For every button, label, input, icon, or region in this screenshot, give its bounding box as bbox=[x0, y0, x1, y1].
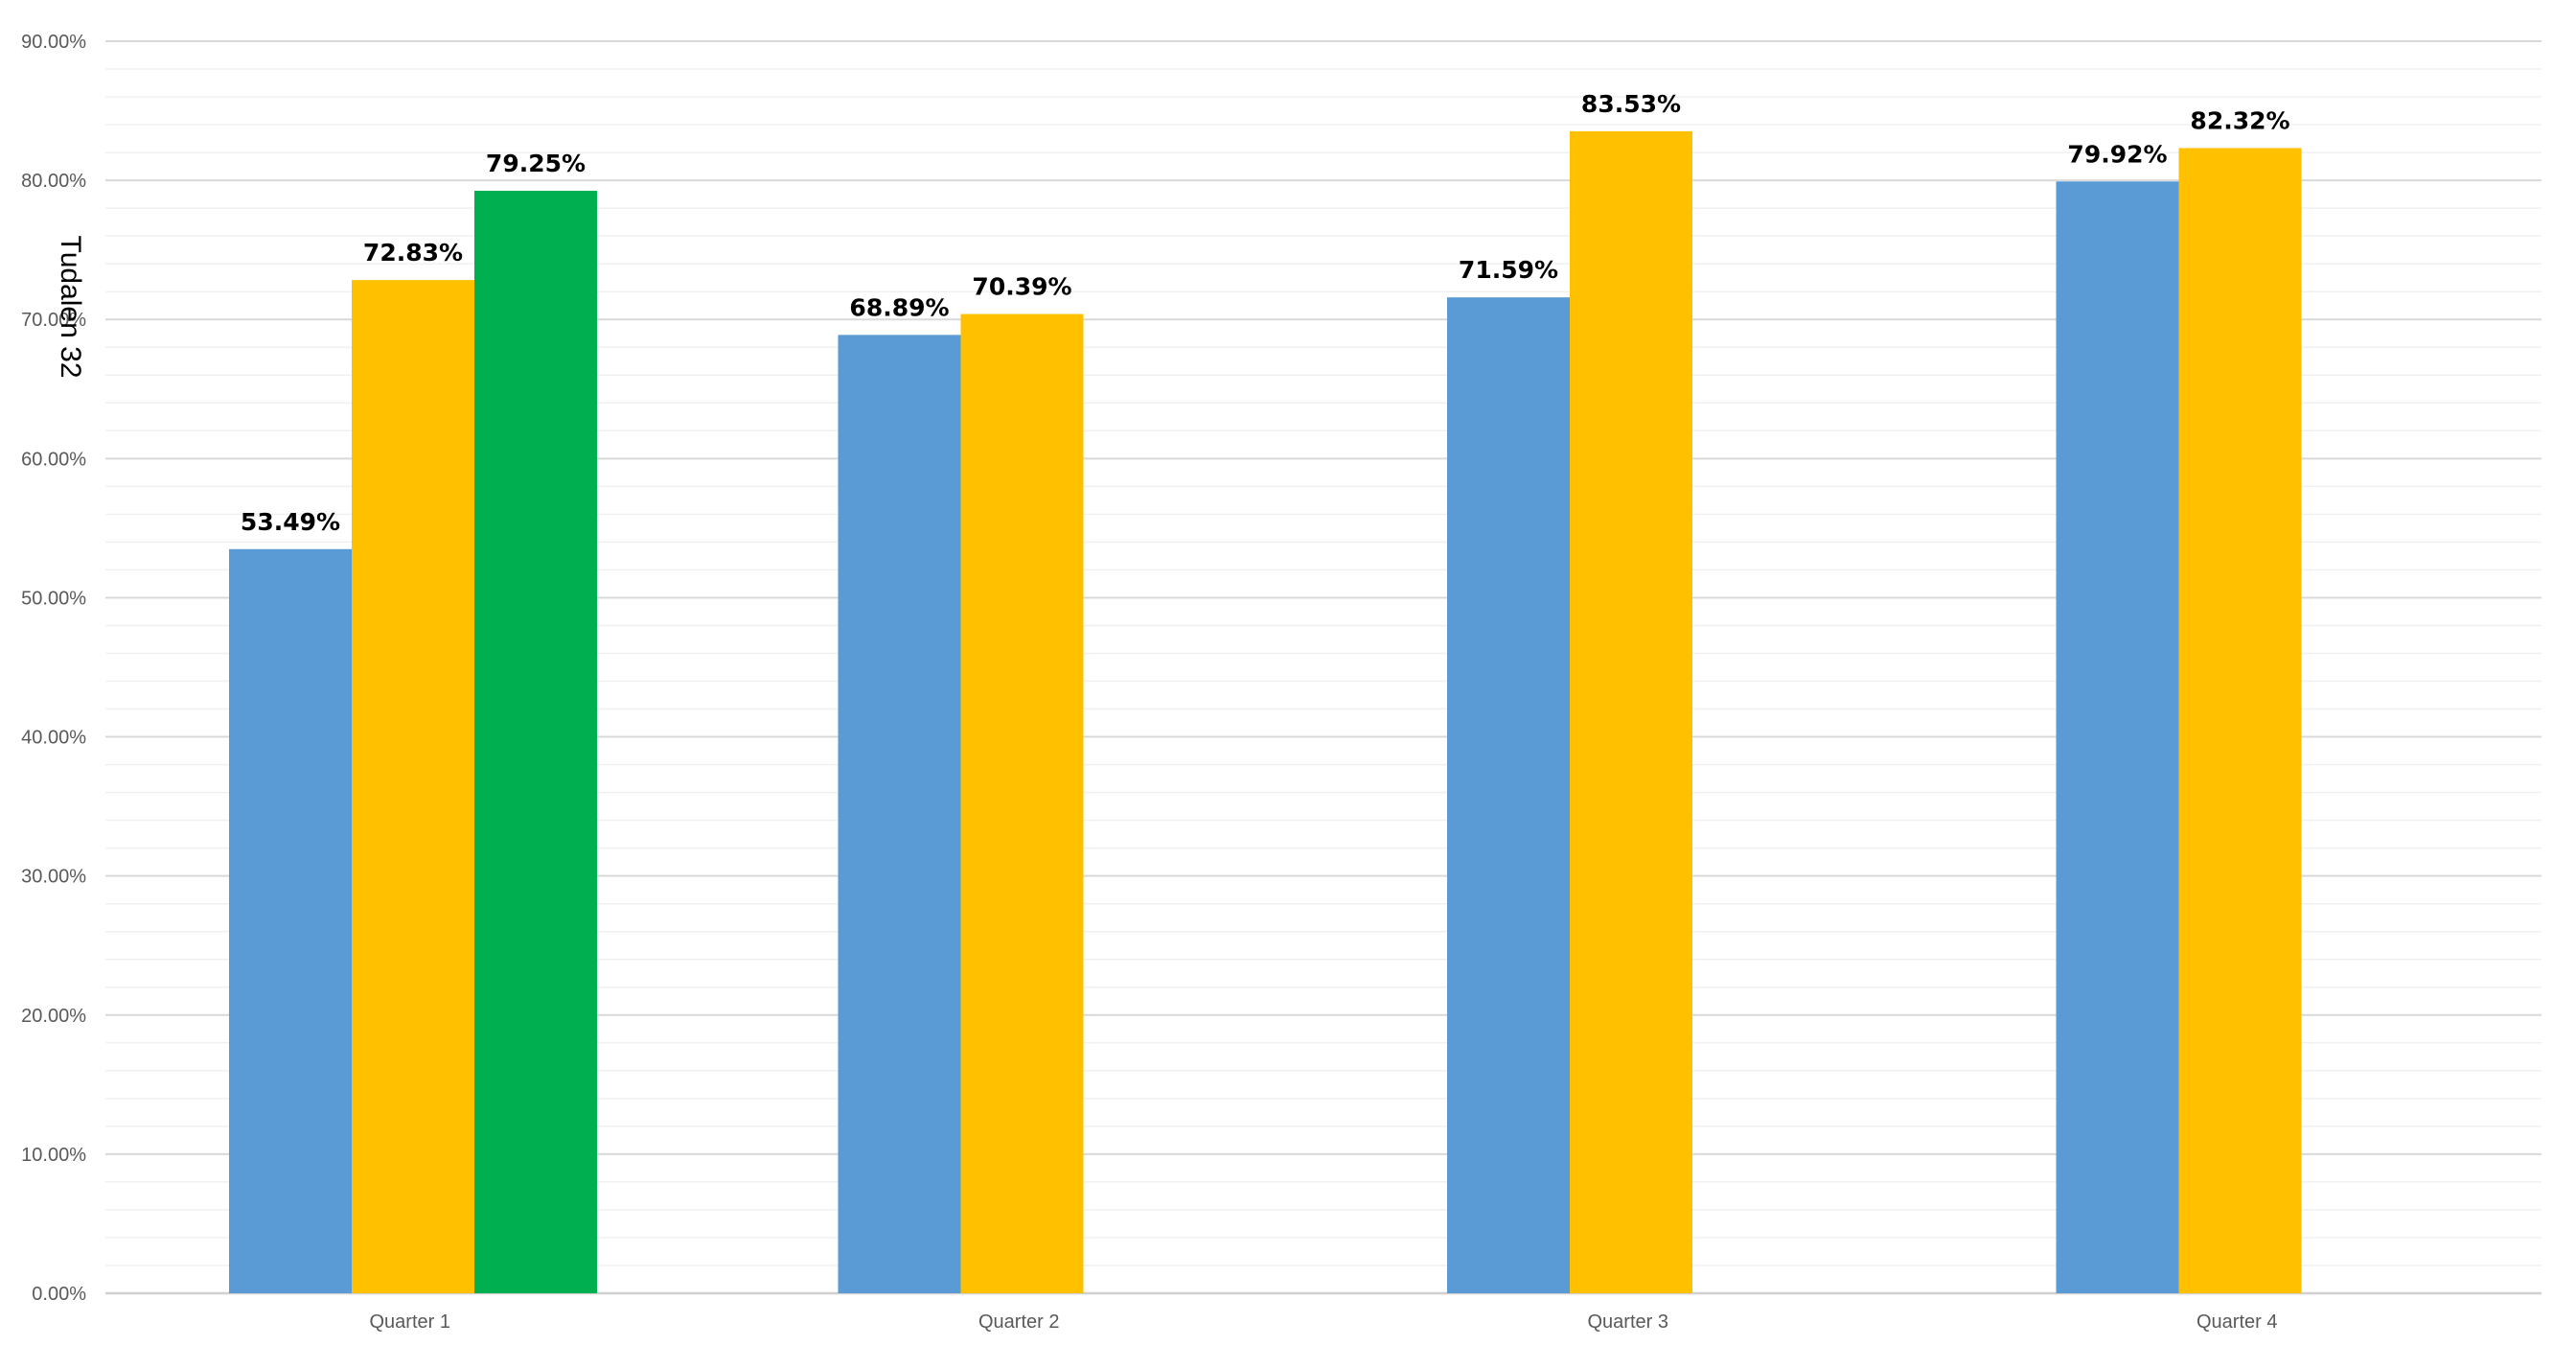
y-tick-label: 80.00% bbox=[21, 171, 86, 192]
y-tick-label: 50.00% bbox=[21, 588, 86, 609]
bars bbox=[229, 130, 2302, 1294]
bar bbox=[960, 313, 1084, 1294]
data-label: 79.92% bbox=[2067, 140, 2167, 168]
x-tick-label: Quarter 4 bbox=[2196, 1311, 2277, 1333]
data-label: 82.32% bbox=[2190, 106, 2289, 134]
data-label: 53.49% bbox=[241, 508, 340, 536]
bar bbox=[229, 548, 352, 1293]
y-tick-label: 70.00% bbox=[21, 310, 86, 331]
data-labels: 53.49% 72.83% 79.25% 68.89% 70.39% 71.59% 83.5… bbox=[241, 90, 2290, 536]
data-label: 79.25% bbox=[486, 150, 586, 177]
bar bbox=[838, 335, 961, 1293]
data-label: 70.39% bbox=[972, 273, 1071, 301]
y-tick-label: 20.00% bbox=[21, 1006, 86, 1027]
x-tick-label: Quarter 3 bbox=[1588, 1311, 1668, 1333]
y-tick-label: 0.00% bbox=[32, 1284, 86, 1305]
bar bbox=[352, 280, 474, 1294]
bar bbox=[1447, 297, 1570, 1294]
data-label: 68.89% bbox=[849, 293, 949, 321]
y-tick-label: 40.00% bbox=[21, 728, 86, 749]
data-label: 71.59% bbox=[1459, 256, 1558, 284]
data-label: 83.53% bbox=[1581, 90, 1681, 118]
y-tick-label: 90.00% bbox=[21, 32, 86, 53]
y-tick-label: 60.00% bbox=[21, 449, 86, 470]
x-axis-categories: Quarter 1 Quarter 2 Quarter 3 Quarter 4 bbox=[370, 1311, 2278, 1333]
bar bbox=[2056, 181, 2179, 1294]
x-tick-label: Quarter 2 bbox=[978, 1311, 1059, 1333]
bar bbox=[474, 190, 597, 1294]
x-tick-label: Quarter 1 bbox=[370, 1311, 450, 1333]
bar bbox=[2178, 148, 2302, 1294]
y-axis-title: Tudalen 32 bbox=[55, 235, 86, 378]
y-tick-label: 10.00% bbox=[21, 1145, 86, 1166]
y-tick-label: 30.00% bbox=[21, 867, 86, 888]
bar bbox=[1570, 130, 1692, 1294]
y-axis-ticks: 0.00% 10.00% 20.00% 30.00% 40.00% 50.00% 60.00… bbox=[21, 32, 86, 1305]
data-label: 72.83% bbox=[363, 239, 463, 267]
